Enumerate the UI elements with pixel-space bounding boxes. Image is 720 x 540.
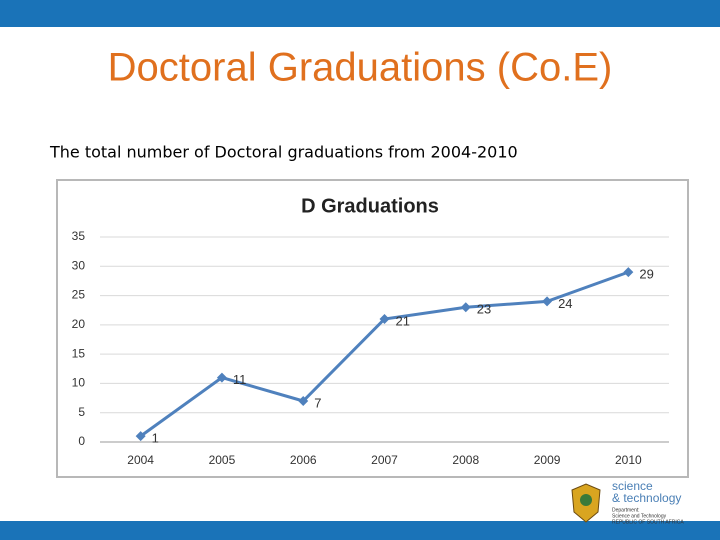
- chart-frame: [56, 179, 689, 478]
- marker: [298, 396, 309, 406]
- y-tick-label: 0: [78, 434, 85, 448]
- y-tick-label: 30: [72, 258, 86, 272]
- logo-text: Science and Technology: [612, 513, 667, 519]
- y-tick-label: 5: [78, 405, 85, 419]
- data-label: 21: [396, 313, 410, 328]
- logo: science & technology Department: Science…: [571, 479, 684, 525]
- logo-text: Department:: [612, 507, 640, 513]
- top-bar: [0, 0, 720, 27]
- data-label: 23: [477, 302, 491, 317]
- data-label: 11: [233, 372, 247, 387]
- x-tick-label: 2010: [615, 453, 642, 467]
- logo-text: REPUBLIC OF SOUTH AFRICA: [612, 519, 684, 525]
- y-tick-label: 10: [72, 376, 86, 390]
- data-label: 7: [314, 395, 321, 410]
- bottom-bar: [0, 521, 720, 540]
- x-tick-label: 2005: [209, 453, 236, 467]
- plot: 0 5 10 15 20 25 30 35 2004 2005 2006 2007 2008 2009 20…: [72, 229, 669, 467]
- data-label: 29: [639, 267, 653, 282]
- y-tick-label: 25: [72, 288, 86, 302]
- slide-title: Doctoral Graduations (Co.E): [108, 46, 613, 90]
- logo-emblem-center: [580, 494, 592, 506]
- logo-text: science: [612, 479, 653, 493]
- y-tick-label: 35: [72, 229, 86, 243]
- data-label: 1: [152, 431, 159, 446]
- x-tick-label: 2007: [371, 453, 398, 467]
- chart-title: D Graduations: [301, 195, 439, 217]
- subtitle: The total number of Doctoral graduations…: [49, 143, 518, 162]
- marker: [216, 372, 227, 383]
- y-tick-label: 20: [72, 317, 86, 331]
- y-tick-label: 15: [72, 346, 86, 360]
- marker: [623, 267, 634, 278]
- x-tick-label: 2008: [452, 453, 479, 467]
- x-tick-label: 2004: [127, 453, 154, 467]
- marker: [135, 431, 146, 442]
- marker: [379, 314, 390, 324]
- data-label: 24: [558, 296, 572, 311]
- marker: [542, 296, 553, 307]
- x-tick-label: 2006: [290, 453, 317, 467]
- marker: [460, 302, 471, 313]
- logo-text: & technology: [612, 491, 681, 505]
- x-tick-label: 2009: [534, 453, 561, 467]
